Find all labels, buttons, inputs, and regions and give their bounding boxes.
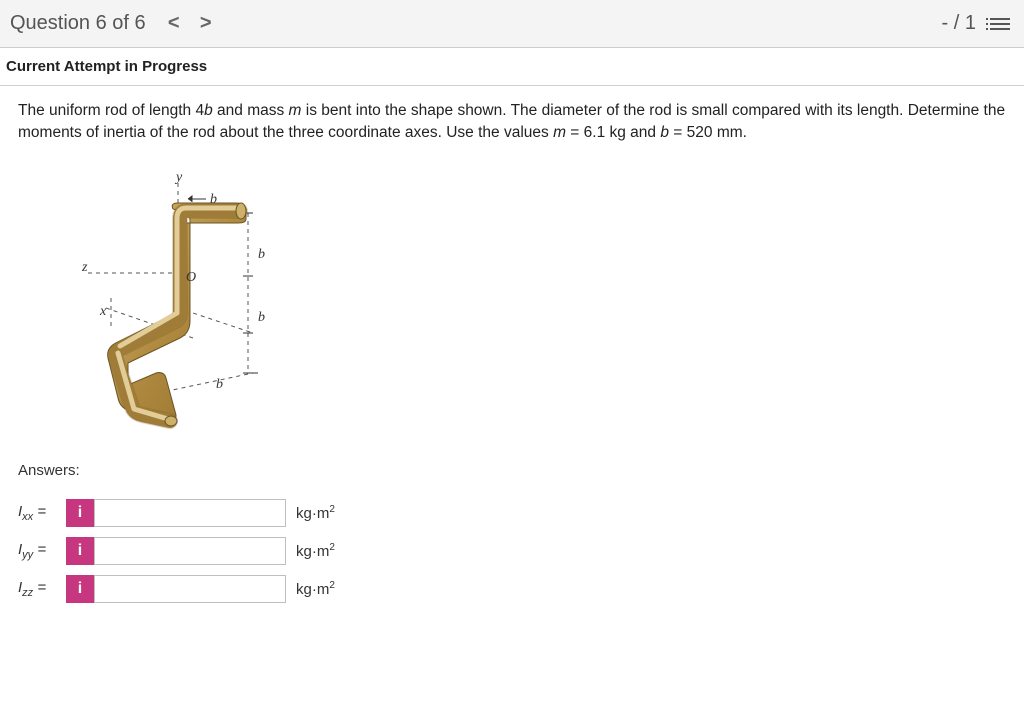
unit-izz: kg·m2 [296,580,335,598]
answer-row-iyy: Iyy = i kg·m2 [18,537,1006,565]
question-content: The uniform rod of length 4b and mass m … [0,86,1024,627]
figure-bent-rod: y z x O b b b b [58,163,318,438]
axis-z-label: z [81,260,88,275]
input-izz[interactable] [94,575,286,603]
seg-b1-label: b [210,192,217,207]
info-button-ixx[interactable]: i [66,499,94,527]
question-list-icon[interactable] [986,10,1014,38]
prompt-var-m: m [289,102,302,119]
seg-b4-label: b [216,377,223,392]
input-ixx[interactable] [94,499,286,527]
seg-b3-label: b [258,310,265,325]
label-ixx: Ixx = [18,503,66,523]
axis-y-label: y [174,170,183,185]
prompt-text: and mass [213,102,289,119]
prompt-var-b: b [660,124,669,141]
unit-iyy: kg·m2 [296,542,335,560]
score-display: - / 1 [942,12,976,35]
attempt-status: Current Attempt in Progress [0,48,1024,86]
prompt-var-m: m [553,124,566,141]
prev-question-button[interactable]: < [160,10,188,38]
answers-heading: Answers: [18,462,1006,479]
origin-label: O [186,270,196,285]
prompt-text: The uniform rod of length 4 [18,102,204,119]
answer-row-ixx: Ixx = i kg·m2 [18,499,1006,527]
input-iyy[interactable] [94,537,286,565]
prompt-var-b: b [204,102,213,119]
label-izz: Izz = [18,579,66,599]
axis-x-label: x [99,304,107,319]
prompt-text: = 520 mm. [669,124,747,141]
question-title: Question 6 of 6 [10,12,146,35]
unit-ixx: kg·m2 [296,504,335,522]
prompt-text: = 6.1 kg and [566,124,660,141]
next-question-button[interactable]: > [192,10,220,38]
info-button-iyy[interactable]: i [66,537,94,565]
answer-row-izz: Izz = i kg·m2 [18,575,1006,603]
seg-b2-label: b [258,247,265,262]
label-iyy: Iyy = [18,541,66,561]
question-prompt: The uniform rod of length 4b and mass m … [18,100,1006,145]
question-header: Question 6 of 6 < > - / 1 [0,0,1024,48]
info-button-izz[interactable]: i [66,575,94,603]
